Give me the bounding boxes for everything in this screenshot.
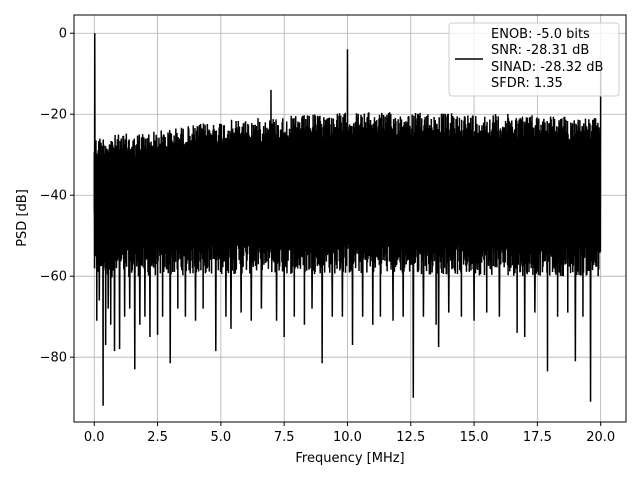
plot-frame xyxy=(73,14,627,423)
x-tick-label: 17.5 xyxy=(523,430,552,445)
y-axis-ticks: 0 −20 −40 −60 −80 xyxy=(40,27,74,366)
x-tick-label: 7.5 xyxy=(274,430,295,445)
x-tick-label: 5.0 xyxy=(211,430,232,445)
legend-entry-enob: ENOB: -5.0 bits xyxy=(491,27,590,42)
x-axis-ticks: 0.0 2.5 5.0 7.5 10.0 12.5 15.0 17.5 20.0 xyxy=(84,422,615,445)
x-tick-label: 10.0 xyxy=(333,430,362,445)
x-axis-label: Frequency [MHz] xyxy=(295,451,404,466)
psd-trace-line xyxy=(93,33,602,406)
y-tick-label: −20 xyxy=(40,108,67,123)
y-tick-label: −60 xyxy=(40,270,67,285)
x-tick-label: 15.0 xyxy=(460,430,489,445)
x-tick-label: 0.0 xyxy=(84,430,105,445)
legend-entry-sfdr: SFDR: 1.35 xyxy=(491,76,563,91)
legend-box xyxy=(448,22,620,97)
y-tick-label: −80 xyxy=(40,351,67,366)
legend-entry-sinad: SINAD: -28.32 dB xyxy=(491,60,603,75)
y-tick-label: −40 xyxy=(40,189,67,204)
y-axis-label: PSD [dB] xyxy=(15,189,30,247)
y-tick-label: 0 xyxy=(59,27,67,42)
plot-area xyxy=(93,33,602,406)
x-tick-label: 12.5 xyxy=(396,430,425,445)
legend: ENOB: -5.0 bits SNR: -28.31 dB SINAD: -2… xyxy=(448,22,620,97)
x-tick-label: 2.5 xyxy=(147,430,168,445)
legend-entry-snr: SNR: -28.31 dB xyxy=(491,43,589,58)
x-tick-label: 20.0 xyxy=(586,430,615,445)
